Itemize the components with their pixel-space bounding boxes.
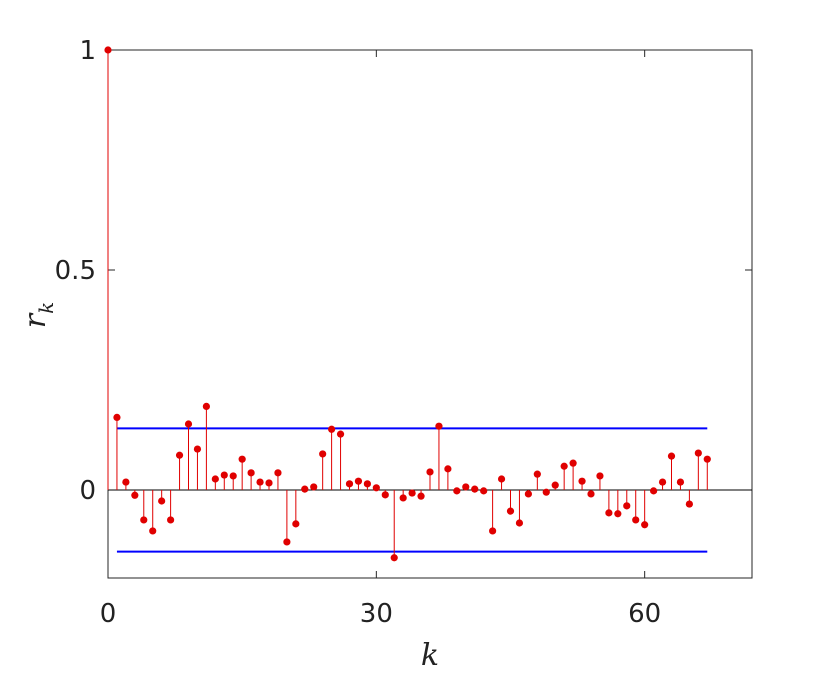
stem-marker: [578, 477, 586, 485]
stem-marker: [238, 455, 246, 463]
stem-marker: [283, 538, 291, 546]
stem-marker: [426, 468, 434, 476]
y-tick-label: 0.5: [55, 256, 96, 286]
stem-marker: [453, 487, 461, 495]
y-axis-label-sub: k: [34, 302, 58, 314]
stem-marker: [319, 450, 327, 458]
stem-marker: [703, 455, 711, 463]
stem-marker: [596, 472, 604, 480]
stem-marker: [354, 477, 363, 485]
stem-marker: [506, 507, 515, 515]
stem-marker: [149, 527, 157, 535]
stem-marker: [497, 475, 506, 483]
stem-marker: [408, 489, 416, 497]
stem-marker: [587, 490, 595, 498]
stem-marker: [265, 479, 273, 487]
y-axis-label: rk: [18, 302, 58, 328]
stem-marker: [184, 420, 193, 428]
stem-marker: [435, 422, 443, 430]
stem-marker: [632, 516, 640, 524]
stem-marker: [694, 449, 702, 457]
stem-marker: [667, 452, 676, 460]
stem-marker: [462, 483, 470, 491]
x-tick-label: 30: [360, 599, 393, 629]
stem-marker: [158, 497, 166, 505]
stem-marker: [256, 478, 264, 486]
stem-marker: [292, 520, 300, 528]
stem-marker: [381, 491, 389, 499]
y-tick-label: 0: [79, 476, 96, 506]
stem-marker: [569, 459, 577, 467]
stem-marker: [551, 481, 559, 489]
stem-marker: [211, 475, 219, 483]
x-axis-label: k: [421, 638, 439, 673]
stem-marker: [328, 425, 336, 433]
stem-marker: [336, 430, 345, 438]
stem-marker: [685, 500, 693, 508]
stem-marker: [524, 490, 532, 498]
stem-marker: [533, 470, 541, 478]
stem-marker: [658, 478, 667, 486]
stem-marker: [480, 487, 488, 495]
plot-frame: [107, 49, 753, 579]
stem-marker: [650, 487, 658, 495]
stem-marker: [417, 492, 425, 500]
stem-marker: [489, 527, 497, 535]
stem-marker: [345, 480, 354, 488]
stem-marker: [605, 509, 613, 517]
x-tick-label: 60: [628, 599, 661, 629]
stem-marker: [444, 465, 452, 473]
stem-marker: [372, 484, 380, 492]
stem-marker: [301, 485, 309, 493]
stem-marker: [167, 516, 175, 524]
stem-marker: [220, 471, 228, 479]
x-tick-label: 0: [100, 599, 117, 629]
stem-marker: [471, 485, 479, 493]
stem-marker: [247, 469, 255, 477]
stem-marker: [274, 469, 282, 477]
stem-marker: [202, 402, 210, 410]
stem-marker: [623, 502, 631, 510]
stem-marker: [641, 521, 649, 529]
stem-marker: [175, 451, 184, 459]
stem-marker: [310, 483, 318, 491]
y-tick-label: 1: [79, 36, 96, 66]
stem-marker: [229, 472, 237, 480]
y-axis-label-main: r: [18, 312, 53, 328]
stem-marker: [399, 494, 407, 502]
stem-marker: [515, 519, 524, 527]
stem-marker: [390, 554, 398, 562]
stem-marker: [614, 510, 622, 518]
stem-marker: [193, 445, 202, 453]
stem-marker: [104, 46, 112, 54]
stem-marker: [560, 462, 568, 470]
stem-marker: [122, 478, 130, 486]
stem-marker: [676, 478, 685, 486]
stem-marker: [113, 413, 121, 421]
stem-marker: [542, 488, 550, 496]
stem-marker: [363, 480, 371, 488]
stem-marker: [140, 516, 148, 524]
stem-marker: [131, 491, 139, 499]
